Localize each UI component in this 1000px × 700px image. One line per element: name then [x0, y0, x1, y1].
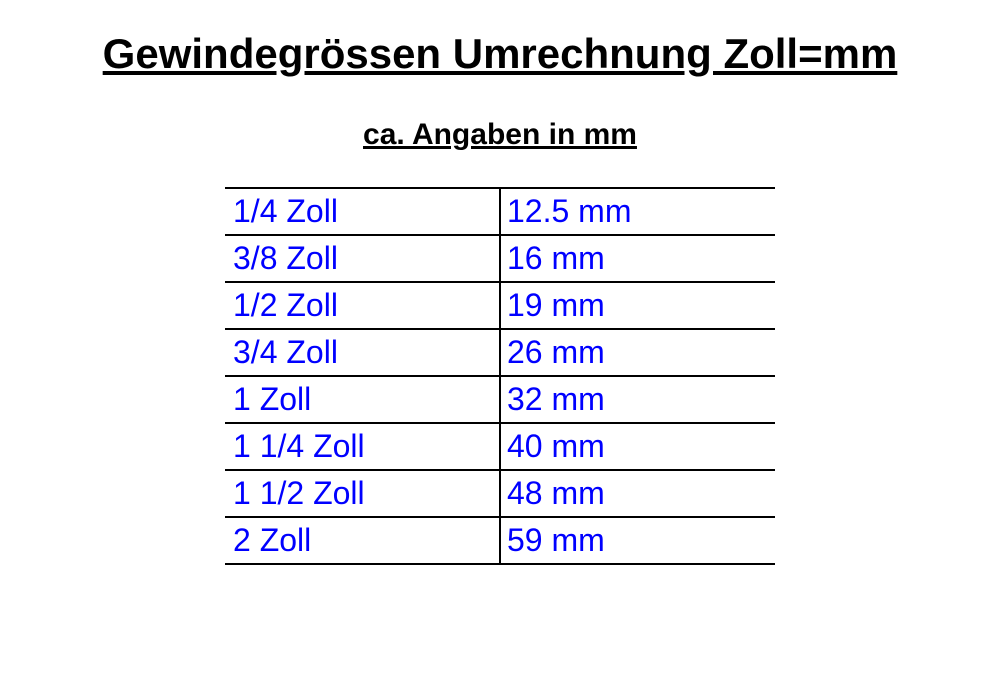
zoll-cell: 3/8 Zoll: [225, 235, 500, 282]
zoll-cell: 1/2 Zoll: [225, 282, 500, 329]
table-row: 3/4 Zoll 26 mm: [225, 329, 775, 376]
table-row: 1/4 Zoll 12.5 mm: [225, 188, 775, 235]
table-row: 1 1/4 Zoll 40 mm: [225, 423, 775, 470]
table-row: 2 Zoll 59 mm: [225, 517, 775, 564]
page-subtitle: ca. Angaben in mm: [0, 118, 1000, 152]
mm-cell: 59 mm: [500, 517, 775, 564]
table-row: 1 1/2 Zoll 48 mm: [225, 470, 775, 517]
table-wrapper: 1/4 Zoll 12.5 mm 3/8 Zoll 16 mm 1/2 Zoll…: [0, 187, 1000, 565]
zoll-cell: 1 1/4 Zoll: [225, 423, 500, 470]
mm-cell: 26 mm: [500, 329, 775, 376]
zoll-cell: 3/4 Zoll: [225, 329, 500, 376]
mm-cell: 19 mm: [500, 282, 775, 329]
mm-cell: 48 mm: [500, 470, 775, 517]
conversion-table: 1/4 Zoll 12.5 mm 3/8 Zoll 16 mm 1/2 Zoll…: [225, 187, 775, 565]
zoll-cell: 2 Zoll: [225, 517, 500, 564]
mm-cell: 40 mm: [500, 423, 775, 470]
table-row: 3/8 Zoll 16 mm: [225, 235, 775, 282]
page-title: Gewindegrössen Umrechnung Zoll=mm: [0, 30, 1000, 78]
table-row: 1 Zoll 32 mm: [225, 376, 775, 423]
zoll-cell: 1/4 Zoll: [225, 188, 500, 235]
zoll-cell: 1 Zoll: [225, 376, 500, 423]
mm-cell: 16 mm: [500, 235, 775, 282]
mm-cell: 12.5 mm: [500, 188, 775, 235]
mm-cell: 32 mm: [500, 376, 775, 423]
table-row: 1/2 Zoll 19 mm: [225, 282, 775, 329]
zoll-cell: 1 1/2 Zoll: [225, 470, 500, 517]
